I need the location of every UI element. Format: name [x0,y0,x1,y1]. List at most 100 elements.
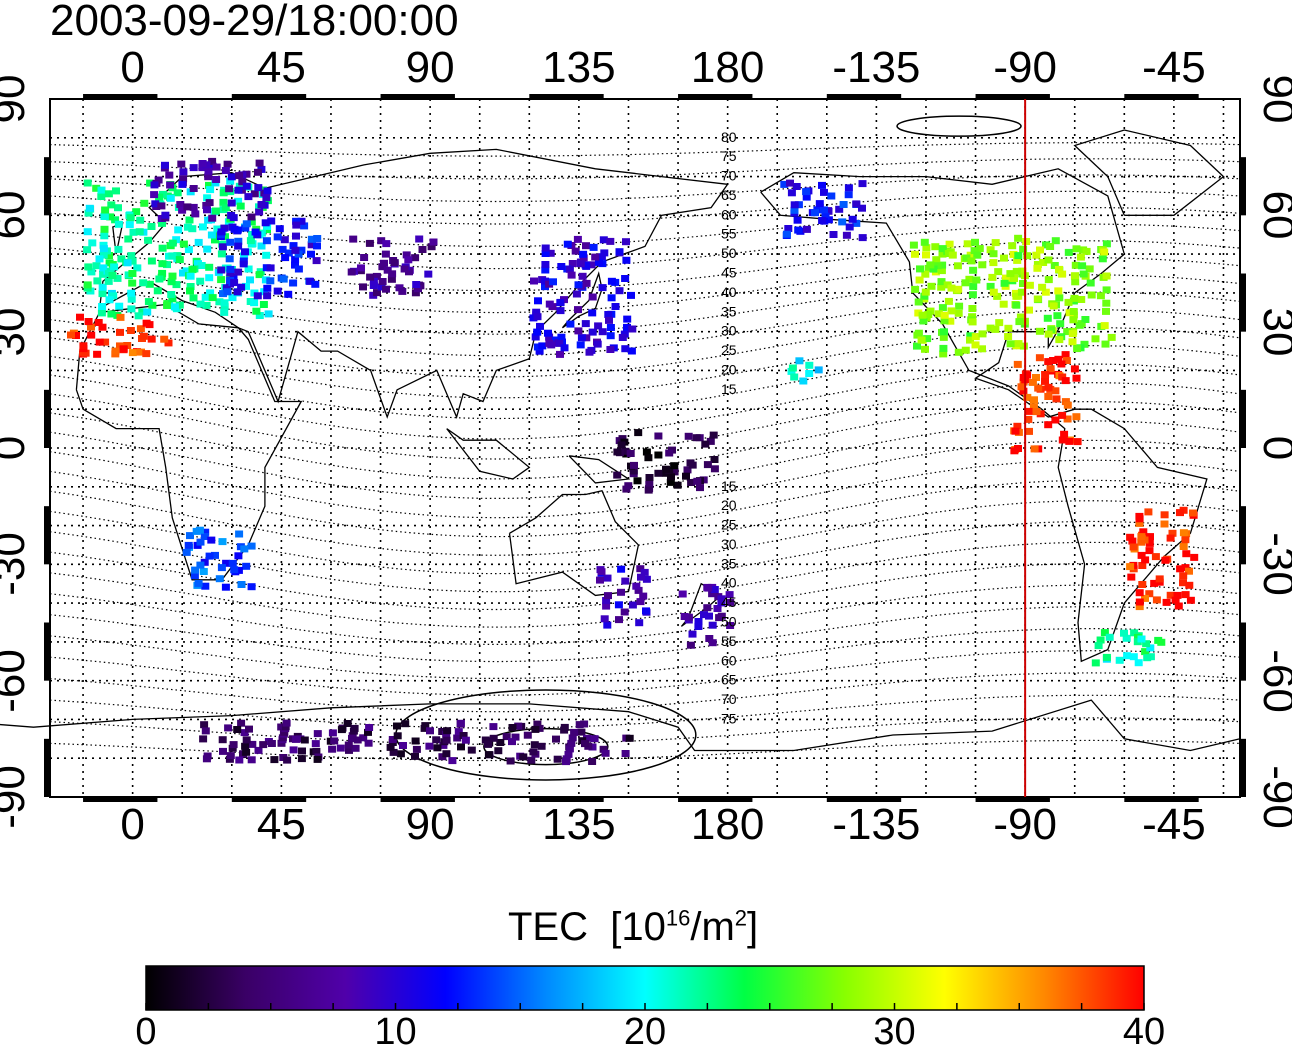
contour-line [49,190,1241,225]
tec-pixel [328,729,337,737]
tec-pixel [939,350,948,358]
tec-pixel [920,292,929,300]
tec-pixel [124,235,133,243]
tec-pixel [786,179,794,187]
tec-pixel [566,320,575,328]
tec-pixel [1014,234,1023,242]
contour-line [49,142,1241,157]
tec-pixel [588,309,597,317]
tec-pixel [1039,259,1048,266]
tec-pixel [1065,309,1074,317]
tec-pixel [400,265,409,273]
tec-pixel [1030,396,1038,404]
tec-pixel [1150,579,1159,587]
tec-pixel [805,370,814,377]
frame-bar [44,157,50,216]
tec-pixel [529,314,538,322]
tec-pixel [1130,629,1139,637]
tec-pixel [1151,553,1160,561]
tec-pixel [793,216,802,224]
tec-pixel [1078,262,1087,270]
tec-pixel [858,180,867,188]
tec-pixel [145,280,154,288]
tec-pixel [201,293,210,301]
tec-pixel [138,308,147,316]
tec-pixel [281,254,290,262]
tec-pixel [1143,654,1152,662]
frame-bar [44,506,50,565]
contour-label: 45 [721,594,737,610]
tec-pixel [143,308,152,316]
tec-pixel [298,747,306,755]
tec-pixel [790,201,799,209]
tec-pixel [215,298,224,306]
tec-pixel [154,176,163,184]
tec-pixel [588,743,597,751]
tec-pixel [973,251,982,259]
tec-pixel [76,313,84,321]
tec-pixel [1126,533,1135,541]
tec-pixel [968,318,977,326]
tec-pixel [531,725,540,733]
tec-pixel [489,734,498,742]
tec-pixel [1146,644,1155,652]
tec-pixel [241,248,249,256]
tec-pixel [1052,395,1061,403]
tec-pixel [481,736,490,744]
tec-pixel [129,228,138,236]
tec-pixel [968,291,977,299]
tec-pixel [999,300,1008,308]
tec-pixel [97,186,106,194]
tec-pixel [966,336,974,344]
contour-line [49,562,1241,628]
tec-pixel [184,246,193,254]
tec-pixel [1023,252,1032,260]
tec-pixel [970,247,979,255]
tec-pixel [211,236,219,244]
tec-pixel [191,210,200,218]
contour-label: 55 [721,633,737,649]
tec-pixel [1072,413,1081,421]
tec-pixel [955,302,964,310]
tec-pixel [85,204,94,212]
tec-pixel [104,190,113,198]
tec-pixel [533,328,542,336]
tec-pixel [921,270,930,278]
tec-pixel [1174,602,1183,610]
contour-label: 75 [721,710,737,726]
tec-pixel [667,473,675,481]
tec-pixel [359,283,367,291]
tec-pixel [196,277,205,285]
frame-bar [1240,506,1246,565]
contour-labels: 80 75 70 65 60 55 50 45 40 35 30 25 20 15 15 20 25 30 35 40… [721,129,737,727]
tec-pixel [1044,276,1053,284]
tec-pixel [1012,267,1021,275]
tec-pixel [1157,638,1166,646]
tec-pixel [858,234,867,242]
tec-pixel [820,188,828,196]
tec-pixel [694,618,703,625]
contour-label: 50 [721,614,737,630]
tec-pixel [1057,360,1066,368]
tec-pixel [221,167,230,174]
tec-pixel [312,747,321,755]
tec-pixel [966,251,975,259]
tec-pixel [275,225,284,233]
tec-pixel [107,201,116,209]
tec-pixel [178,180,187,188]
lon-tick-label: -90 [993,800,1057,849]
tec-pixel [654,451,663,459]
tec-pixel [142,350,151,358]
colorbar-unit-prefix: [10 [610,905,666,949]
tec-pixel [607,294,616,302]
tec-pixel [1190,553,1199,561]
tec-pixel [1102,286,1111,294]
tec-pixel [158,260,167,268]
tec-pixel [117,255,126,263]
tec-pixel [986,246,995,254]
tec-pixel [1135,598,1144,606]
tec-pixel [1061,351,1070,359]
tec-pixel [814,366,823,374]
tec-pixel [598,284,607,292]
